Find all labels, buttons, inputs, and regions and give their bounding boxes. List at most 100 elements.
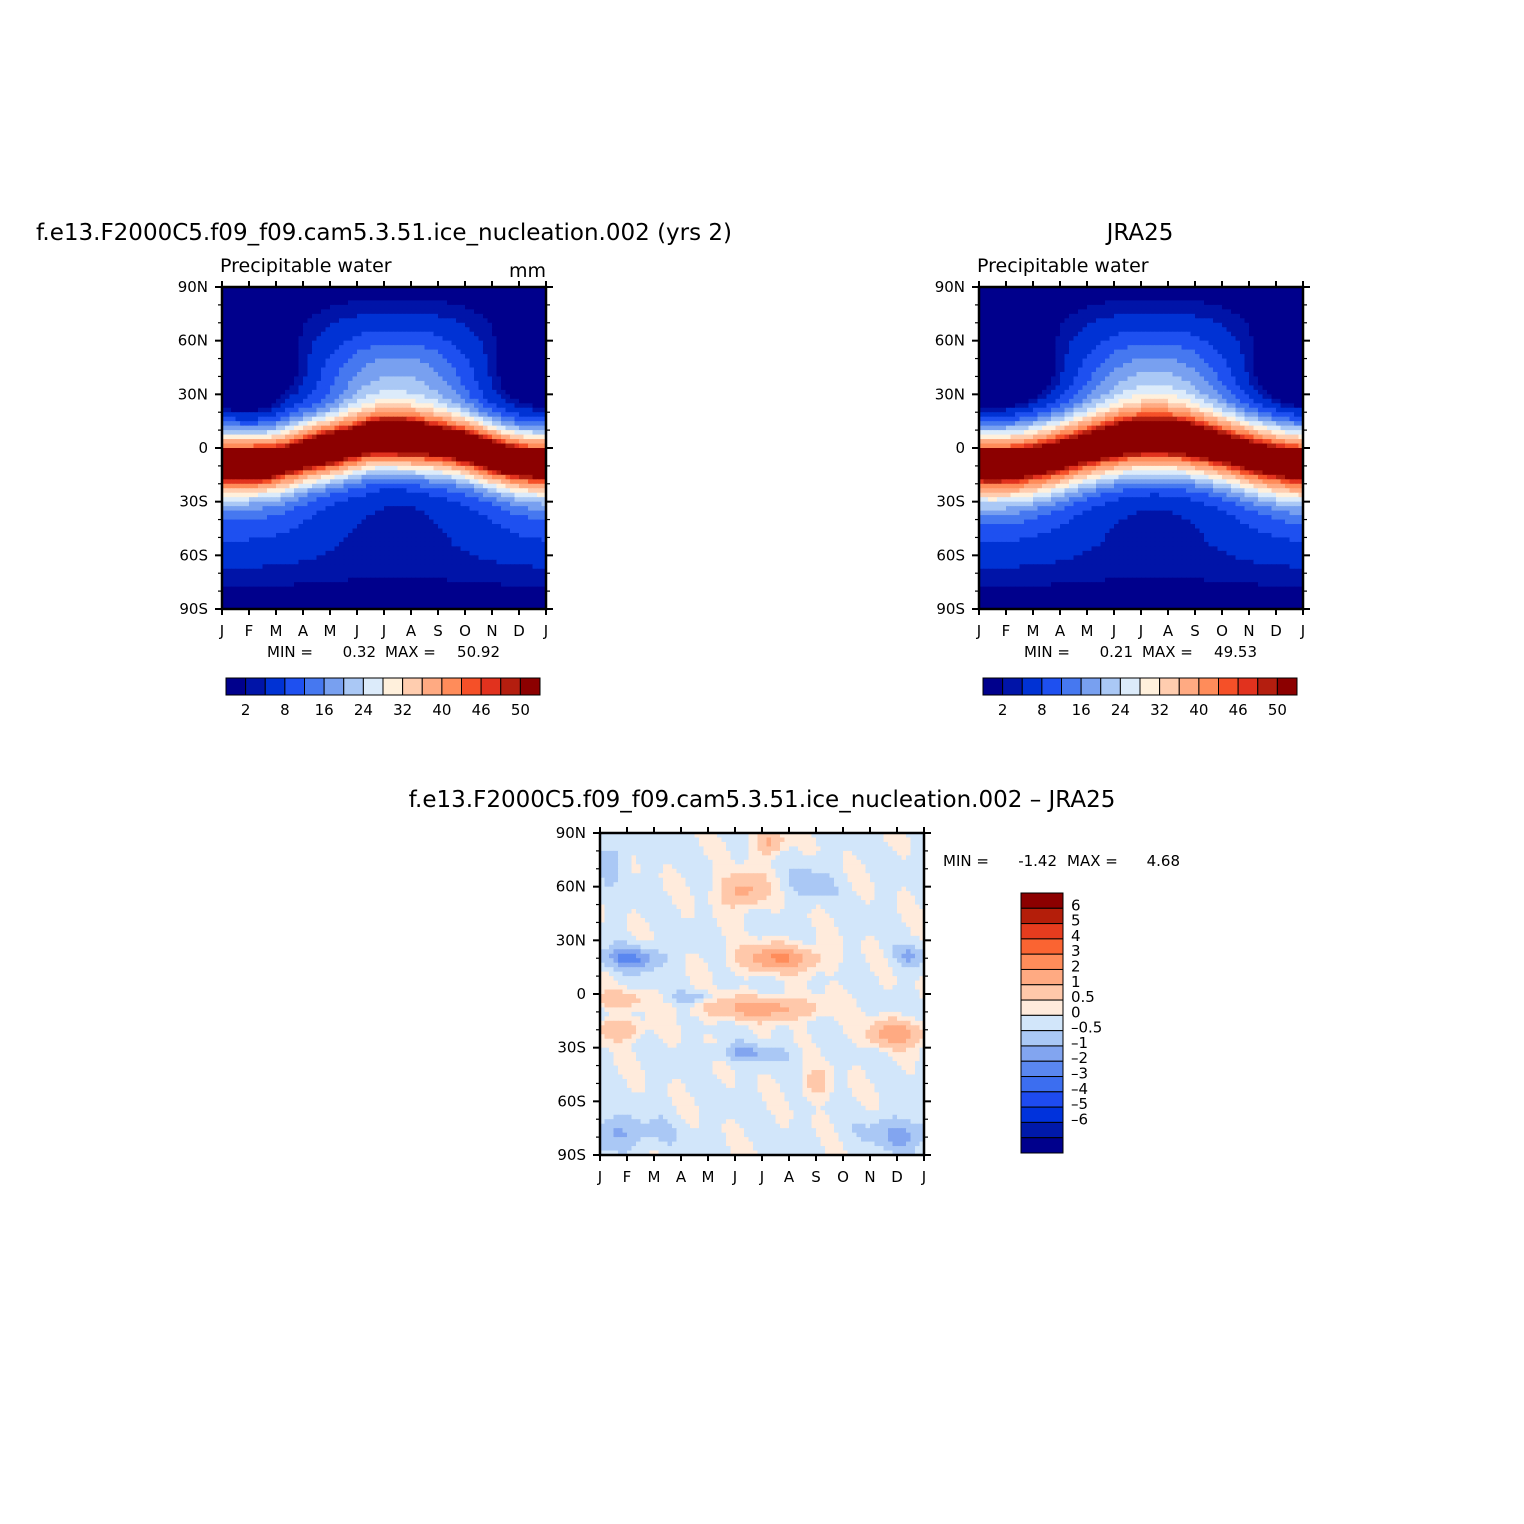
- heatmap-cell: [541, 501, 547, 507]
- heatmap-cell: [478, 322, 484, 328]
- heatmap-cell: [352, 568, 358, 574]
- heatmap-cell: [406, 519, 412, 525]
- heatmap-cell: [370, 421, 376, 427]
- heatmap-cell: [249, 412, 255, 418]
- heatmap-cell: [474, 470, 480, 476]
- heatmap-cell: [406, 497, 412, 503]
- heatmap-cell: [231, 510, 237, 516]
- heatmap-cell: [492, 376, 498, 382]
- heatmap-cell: [420, 528, 426, 534]
- heatmap-cell: [523, 376, 529, 382]
- heatmap-cell: [298, 559, 304, 565]
- heatmap-cell: [483, 550, 489, 556]
- heatmap-cell: [433, 327, 439, 333]
- heatmap-cell: [271, 483, 277, 489]
- heatmap-cell: [465, 488, 471, 494]
- heatmap-cell: [249, 367, 255, 373]
- heatmap-cell: [393, 524, 399, 530]
- heatmap-cell: [366, 559, 372, 565]
- heatmap-cell: [496, 439, 502, 445]
- heatmap-cell: [262, 577, 268, 583]
- heatmap-cell: [240, 358, 246, 364]
- heatmap-cell: [321, 591, 327, 597]
- heatmap-cell: [262, 488, 268, 494]
- heatmap-cell: [532, 465, 538, 471]
- heatmap-cell: [429, 380, 435, 386]
- heatmap-cell: [388, 510, 394, 516]
- heatmap-cell: [541, 456, 547, 463]
- heatmap-cell: [226, 376, 232, 382]
- heatmap-cell: [474, 474, 480, 480]
- heatmap-cell: [384, 291, 390, 297]
- heatmap-cell: [258, 479, 264, 485]
- heatmap-cell: [330, 537, 336, 543]
- heatmap-cell: [510, 452, 516, 458]
- heatmap-cell: [253, 555, 259, 561]
- heatmap-cell: [294, 559, 300, 565]
- heatmap-cell: [451, 541, 457, 547]
- heatmap-cell: [330, 443, 336, 449]
- heatmap-cell: [384, 541, 390, 547]
- heatmap-cell: [384, 385, 390, 391]
- heatmap-cell: [253, 363, 259, 369]
- heatmap-cell: [424, 541, 430, 547]
- heatmap-cell: [465, 331, 471, 337]
- heatmap-cell: [496, 465, 502, 471]
- heatmap-cell: [352, 331, 358, 337]
- heatmap-cell: [537, 412, 543, 418]
- heatmap-cell: [316, 586, 322, 592]
- heatmap-cell: [442, 327, 448, 333]
- heatmap-cell: [532, 550, 538, 556]
- heatmap-cell: [271, 287, 277, 293]
- heatmap-cell: [460, 430, 466, 436]
- heatmap-cell: [222, 591, 228, 597]
- heatmap-cell: [438, 349, 444, 355]
- heatmap-cell: [375, 591, 381, 597]
- heatmap-cell: [379, 524, 385, 530]
- heatmap-cell: [438, 313, 444, 319]
- heatmap-cell: [402, 465, 408, 471]
- heatmap-cell: [348, 300, 354, 306]
- heatmap-cell: [375, 291, 381, 297]
- heatmap-cell: [222, 492, 228, 498]
- heatmap-cell: [487, 389, 493, 395]
- heatmap-cell: [523, 515, 529, 521]
- heatmap-cell: [483, 291, 489, 297]
- heatmap-cell: [406, 532, 412, 539]
- heatmap-cell: [244, 291, 250, 297]
- heatmap-cell: [249, 309, 255, 315]
- heatmap-cell: [357, 430, 363, 436]
- heatmap-cell: [222, 586, 228, 592]
- heatmap-cell: [496, 564, 502, 570]
- heatmap-cell: [321, 322, 327, 328]
- heatmap-cell: [280, 497, 286, 503]
- heatmap-cell: [514, 313, 520, 319]
- heatmap-cell: [474, 510, 480, 516]
- heatmap-cell: [343, 380, 349, 386]
- heatmap-cell: [456, 515, 462, 521]
- heatmap-cell: [442, 506, 448, 512]
- heatmap-cell: [231, 483, 237, 489]
- heatmap-cell: [253, 532, 259, 539]
- heatmap-cell: [258, 434, 264, 440]
- heatmap-cell: [424, 358, 430, 364]
- heatmap-cell: [537, 421, 543, 427]
- heatmap-cell: [492, 483, 498, 489]
- heatmap-cell: [379, 322, 385, 328]
- heatmap-cell: [510, 483, 516, 489]
- heatmap-cell: [262, 407, 268, 413]
- heatmap-cell: [451, 479, 457, 485]
- heatmap-cell: [420, 510, 426, 516]
- heatmap-cell: [424, 448, 430, 454]
- heatmap-cell: [424, 515, 430, 521]
- heatmap-cell: [253, 564, 259, 570]
- heatmap-cell: [415, 340, 421, 346]
- heatmap-cell: [370, 586, 376, 592]
- heatmap-cell: [289, 501, 295, 507]
- heatmap-cell: [258, 582, 264, 588]
- heatmap-cell: [262, 528, 268, 534]
- heatmap-cell: [244, 501, 250, 507]
- heatmap-cell: [411, 479, 417, 485]
- heatmap-cell: [420, 591, 426, 597]
- heatmap-cell: [492, 331, 498, 337]
